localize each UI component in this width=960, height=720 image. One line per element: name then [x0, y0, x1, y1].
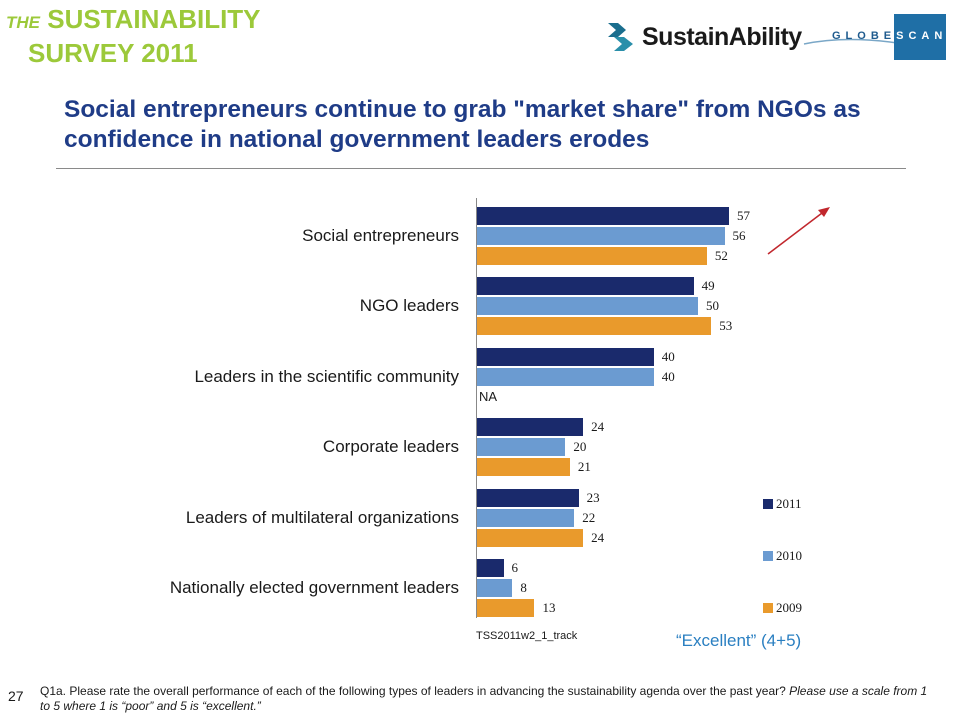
bar-2011	[477, 559, 504, 577]
survey-question-instructions: Please use a scale from 1 to 5 where 1 i…	[40, 684, 928, 713]
source-code: TSS2011w2_1_track	[476, 630, 578, 642]
title-divider	[56, 168, 906, 169]
survey-title-word2: SURVEY 2011	[28, 38, 198, 68]
bar-2011	[477, 347, 654, 366]
bar-2009	[477, 247, 707, 265]
bar-2010	[477, 297, 698, 316]
bar-value-label: 56	[732, 228, 746, 243]
bar-value-label: 49	[701, 278, 715, 294]
chart-axis-line	[476, 198, 477, 618]
survey-question-main: Q1a. Please rate the overall performance…	[40, 684, 786, 698]
slide-headline: Social entrepreneurs continue to grab "m…	[64, 96, 861, 153]
bar-value-label: 53	[719, 318, 733, 334]
bar-value-label: 23	[586, 489, 600, 505]
bar-value-label: 50	[706, 298, 719, 314]
legend-swatch-2009	[763, 603, 773, 613]
bar-value-label: 24	[591, 419, 605, 435]
sustainability-logo-name: SustainAbility	[642, 22, 802, 51]
survey-title: THE SUSTAINABILITY SURVEY 2011	[6, 4, 261, 68]
sustainability-logo-icon	[608, 23, 633, 51]
category-label: NGO leaders	[359, 296, 459, 316]
bar-value-label: 24	[591, 529, 605, 545]
category-label: Leaders in the scientific community	[194, 366, 459, 386]
sustainability-logo: SustainAbility	[608, 20, 802, 54]
globescan-logo-box	[894, 14, 946, 60]
legend-label: 2011	[776, 496, 802, 511]
bar-value-label: 22	[582, 509, 596, 525]
bar-2011	[477, 488, 579, 507]
bar-2010	[477, 438, 566, 457]
bar-2010	[477, 367, 654, 386]
trend-arrow-icon	[767, 207, 830, 255]
bar-2010	[477, 579, 513, 597]
bar-value-label: 57	[736, 208, 750, 223]
survey-title-the: THE	[6, 13, 40, 32]
legend-swatch-2011	[763, 499, 773, 509]
bar-value-label: 40	[661, 348, 675, 364]
legend-swatch-2010	[763, 551, 773, 561]
globescan-logo-word: GLOBESCAN	[832, 30, 948, 42]
bar-value-label: 8	[520, 580, 527, 595]
bar-2009	[477, 528, 584, 547]
bar-value-label: 13	[542, 600, 556, 615]
legend-label: 2010	[776, 548, 802, 563]
bar-value-label: 52	[714, 248, 728, 263]
category-label: Corporate leaders	[322, 437, 459, 457]
bar-2011	[477, 418, 584, 437]
page-number: 27	[8, 688, 24, 704]
bar-2009	[477, 458, 570, 477]
bar-2010	[477, 508, 575, 527]
category-label: Leaders of multilateral organizations	[185, 507, 459, 527]
category-label: Nationally elected government leaders	[169, 578, 459, 597]
survey-title-word1: SUSTAINABILITY	[47, 4, 261, 34]
bar-value-label: 21	[577, 459, 591, 475]
bar-2011	[477, 207, 729, 225]
bar-value-label: 20	[573, 439, 587, 455]
legend-label: 2009	[776, 600, 802, 615]
bar-2009	[477, 317, 712, 336]
bar-2009	[477, 599, 535, 617]
globescan-logo: GLOBESCAN	[802, 14, 946, 60]
category-label: Social entrepreneurs	[302, 226, 459, 245]
bar-value-label: 40	[661, 368, 675, 384]
bar-2010	[477, 227, 725, 245]
survey-question: Q1a. Please rate the overall performance…	[40, 684, 940, 714]
bar-2011	[477, 277, 694, 296]
measure-note: “Excellent” (4+5)	[676, 631, 802, 650]
missing-value-label: NA	[479, 389, 498, 404]
bar-value-label: 6	[511, 560, 519, 575]
